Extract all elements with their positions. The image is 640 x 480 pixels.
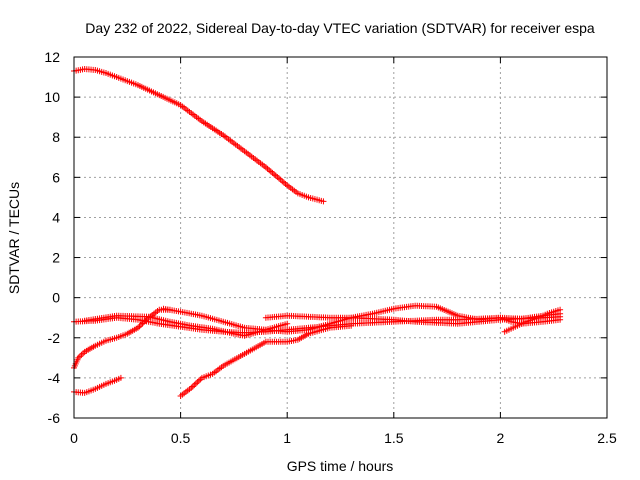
data-point: [191, 382, 198, 389]
y-tick-label: 0: [52, 290, 60, 306]
x-tick-label: 0: [70, 430, 78, 446]
series-track-6: [81, 312, 291, 339]
data-point: [189, 383, 196, 390]
data-point: [557, 306, 564, 313]
x-tick-label: 2: [497, 430, 505, 446]
x-tick-label: 2.5: [597, 430, 617, 446]
x-axis-label: GPS time / hours: [287, 458, 394, 474]
data-point: [195, 377, 202, 384]
data-point: [557, 316, 564, 323]
data-point: [192, 380, 199, 387]
data-point: [78, 351, 85, 358]
series-track-1: [71, 66, 327, 205]
data-point: [194, 379, 201, 386]
series-track-9: [501, 306, 564, 335]
grid: [74, 57, 607, 418]
chart-title: Day 232 of 2022, Sidereal Day-to-day VTE…: [85, 20, 595, 36]
y-tick-label: 8: [52, 129, 60, 145]
plot-frame: [73, 56, 608, 419]
data-point: [117, 374, 124, 381]
axis-ticks: 0 0.5 1 1.5 2 2.5 -6 -4 -2 0 2 4 6 8 10 12: [44, 49, 617, 446]
y-tick-label: 4: [52, 209, 60, 225]
y-tick-label: 2: [52, 250, 60, 266]
data-point: [138, 321, 145, 328]
y-tick-label: 6: [52, 169, 60, 185]
y-axis-label: SDTVAR / TECUs: [6, 182, 22, 294]
y-tick-label: -2: [48, 330, 61, 346]
data-marks: [71, 66, 564, 399]
x-tick-label: 1: [283, 430, 291, 446]
y-tick-label: 10: [44, 89, 60, 105]
y-tick-label: 12: [44, 49, 60, 65]
data-point: [284, 320, 291, 327]
y-tick-label: -4: [48, 370, 61, 386]
x-tick-label: 0.5: [171, 430, 191, 446]
data-point: [320, 198, 327, 205]
series-track-2: [71, 306, 173, 371]
x-tick-label: 1.5: [384, 430, 404, 446]
y-tick-label: -6: [48, 410, 61, 426]
series-track-8: [262, 310, 564, 327]
